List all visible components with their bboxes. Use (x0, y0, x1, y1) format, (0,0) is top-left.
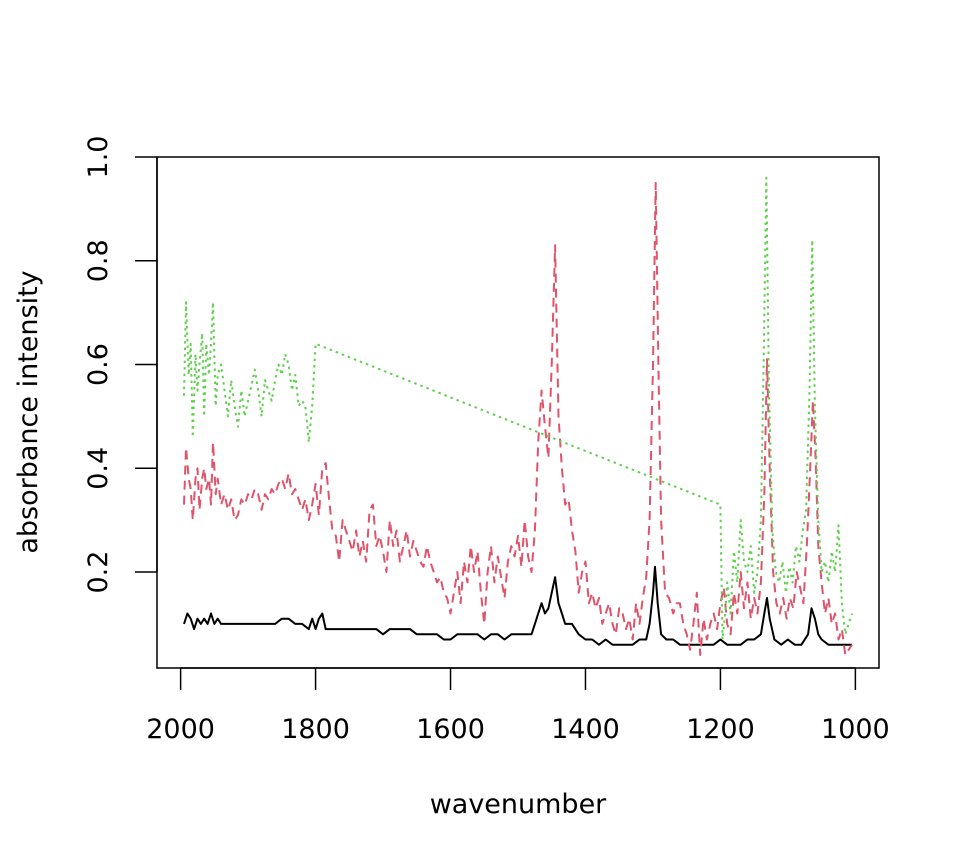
series-line-solid (183, 565, 852, 646)
y-tick-label: 0.8 (83, 239, 114, 282)
x-tick-label: 1000 (821, 714, 890, 745)
y-tick-label: 1.0 (83, 136, 114, 179)
x-tick-label: 1200 (686, 714, 755, 745)
x-tick-label: 2000 (146, 714, 215, 745)
x-axis-label: wavenumber (430, 789, 607, 820)
x-tick-label: 1400 (551, 714, 620, 745)
y-tick-label: 0.6 (83, 343, 114, 386)
series-layer (183, 176, 853, 656)
series-line-dotted (183, 176, 853, 641)
y-tick-label: 0.2 (83, 551, 114, 594)
x-tick-label: 1800 (281, 714, 350, 745)
y-axis-label: absorbance intensity (13, 270, 44, 553)
series-line-dashed (183, 181, 853, 656)
x-tick-label: 1600 (416, 714, 485, 745)
y-tick-label: 0.4 (83, 447, 114, 490)
y-axis: 0.2 0.4 0.6 0.8 1.0 (83, 136, 158, 594)
plot-frame (156, 156, 880, 669)
x-axis: 2000 1800 1600 1400 1200 1000 (146, 667, 890, 745)
